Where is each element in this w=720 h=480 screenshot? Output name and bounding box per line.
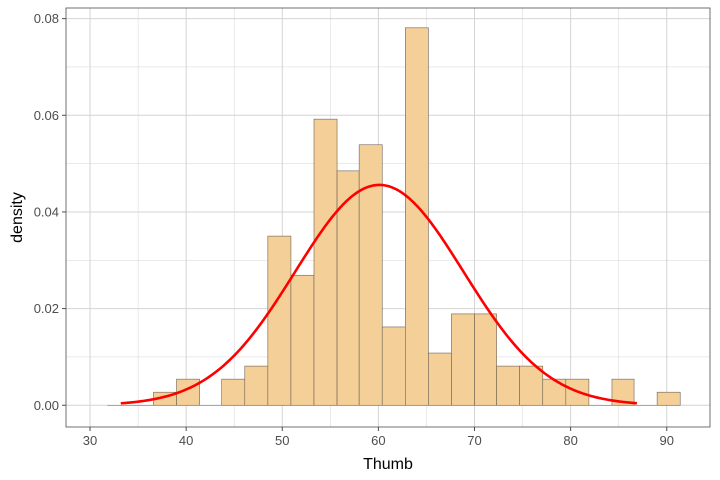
x-tick-label: 90 — [660, 433, 674, 448]
panel-border — [65, 7, 711, 428]
normal-density-curve — [120, 183, 638, 405]
x-axis-title: Thumb — [363, 456, 413, 473]
y-tick-label: 0.02 — [34, 301, 59, 316]
x-tick-label: 60 — [371, 433, 385, 448]
histogram-bar — [244, 365, 269, 406]
y-tick-label: 0.04 — [34, 204, 59, 219]
histogram-bar — [496, 365, 520, 406]
histogram-bar — [267, 235, 292, 406]
histogram-bars — [153, 27, 681, 406]
y-tick-label: 0.06 — [34, 108, 59, 123]
y-tick-label: 0.08 — [34, 11, 59, 26]
y-axis-ticks: 0.00 0.02 0.04 0.06 0.08 — [34, 11, 66, 413]
x-tick-label: 40 — [179, 433, 193, 448]
histogram-bar — [542, 378, 567, 406]
histogram-bar — [451, 313, 475, 406]
histogram-bar — [290, 274, 315, 406]
histogram-bar — [313, 118, 338, 406]
density-curve-group — [120, 183, 638, 405]
histogram-bar — [381, 326, 406, 406]
y-axis-title: density — [9, 192, 26, 243]
histogram-bar — [221, 378, 246, 406]
x-tick-label: 50 — [275, 433, 289, 448]
histogram-bar — [474, 313, 497, 406]
histogram-bar — [428, 352, 452, 406]
y-tick-label: 0.00 — [34, 398, 59, 413]
x-tick-label: 70 — [467, 433, 481, 448]
histogram-bar — [656, 391, 681, 406]
x-axis-ticks: 30 40 50 60 70 80 90 — [83, 427, 674, 448]
x-tick-label: 30 — [83, 433, 97, 448]
histogram-bar — [519, 365, 544, 406]
x-tick-label: 80 — [563, 433, 577, 448]
